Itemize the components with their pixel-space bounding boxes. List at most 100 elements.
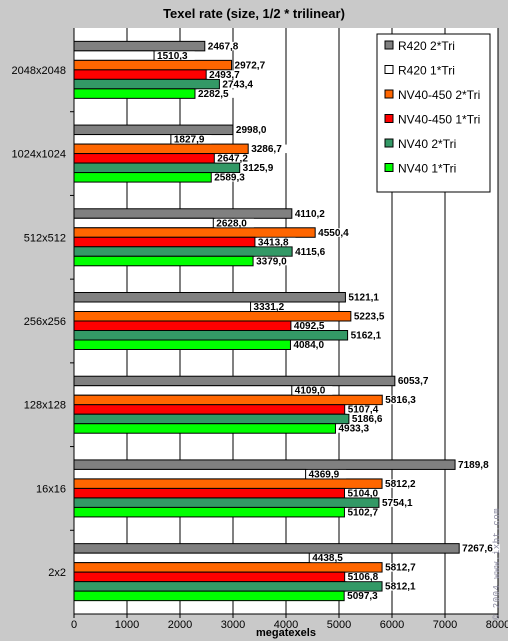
bar bbox=[73, 339, 291, 350]
data-label: 4933,3 bbox=[338, 424, 369, 435]
data-label-bg bbox=[352, 312, 392, 321]
data-label-bg bbox=[208, 70, 247, 79]
data-label: 4550,4 bbox=[318, 228, 349, 239]
data-label: 1827,9 bbox=[174, 135, 205, 146]
data-label-bg bbox=[384, 563, 423, 572]
data-label: 3125,9 bbox=[243, 163, 274, 174]
bar bbox=[73, 404, 346, 415]
data-label-bg bbox=[346, 405, 386, 414]
bar bbox=[73, 88, 196, 99]
bar bbox=[73, 552, 310, 564]
data-label-bg bbox=[457, 460, 496, 469]
data-label: 4115,6 bbox=[295, 247, 325, 258]
data-label-bg bbox=[256, 237, 296, 247]
data-label: 6053,7 bbox=[398, 376, 429, 387]
data-label-bg bbox=[346, 591, 385, 601]
bar bbox=[73, 497, 380, 508]
data-label: 4369,9 bbox=[309, 469, 340, 480]
data-label: 2972,7 bbox=[235, 60, 266, 71]
data-label: 5186,6 bbox=[352, 414, 383, 425]
data-label-bg bbox=[384, 395, 423, 405]
category-label: 2048x2048 bbox=[12, 65, 66, 77]
category-label: 2x2 bbox=[48, 567, 66, 579]
data-label: 3379,0 bbox=[256, 256, 287, 267]
x-tick-labels: 0 1000 2000 3000 4000 5000 6000 7000 8000 bbox=[71, 619, 508, 631]
bar bbox=[73, 78, 220, 90]
data-label: 5102,7 bbox=[347, 507, 378, 518]
x-tick-label: 8000 bbox=[486, 619, 508, 631]
data-label-bg bbox=[252, 302, 292, 311]
category-label: 16x16 bbox=[36, 483, 66, 495]
bar bbox=[73, 172, 212, 183]
bar bbox=[73, 69, 207, 80]
data-label: 2467,8 bbox=[208, 41, 239, 52]
bar bbox=[73, 153, 215, 164]
legend-swatch bbox=[384, 89, 394, 99]
bar bbox=[73, 59, 233, 71]
legend-swatch bbox=[384, 65, 394, 74]
bar bbox=[73, 506, 345, 518]
legend-label: NV40-450 2*Tri bbox=[398, 88, 480, 102]
data-label: 5121,1 bbox=[348, 293, 379, 304]
legend-swatch bbox=[384, 40, 394, 50]
watermark-text: © 2004 www.ixbt.com bbox=[492, 507, 502, 620]
x-tick-label: 6000 bbox=[380, 619, 404, 631]
legend: R420 2*Tri R420 1*Tri NV40-450 2*Tri NV40-4… bbox=[376, 33, 491, 193]
legend-label: NV40 2*Tri bbox=[398, 137, 456, 151]
bar bbox=[73, 311, 352, 322]
data-label: 5162,1 bbox=[351, 331, 382, 342]
data-label: 5097,3 bbox=[347, 591, 378, 602]
bar bbox=[73, 581, 383, 592]
data-label: 3331,2 bbox=[254, 302, 285, 313]
data-label: 2282,5 bbox=[198, 89, 229, 100]
data-label-bg bbox=[221, 79, 261, 89]
data-label: 5107,4 bbox=[348, 405, 379, 416]
data-label: 2998,0 bbox=[236, 125, 267, 136]
bar bbox=[73, 134, 172, 145]
x-tick-label: 1000 bbox=[115, 619, 139, 631]
chart-title: Texel rate (size, 1/2 * trilinear) bbox=[163, 6, 345, 21]
bar bbox=[73, 40, 206, 52]
bar bbox=[73, 217, 214, 229]
legend-swatch bbox=[384, 138, 394, 148]
legend-swatch bbox=[384, 114, 394, 123]
bar bbox=[73, 292, 346, 303]
data-label-bg bbox=[346, 507, 386, 517]
bar bbox=[73, 301, 252, 312]
x-tick-label: 0 bbox=[71, 619, 77, 631]
bar bbox=[73, 124, 234, 136]
bar bbox=[73, 320, 292, 331]
bar bbox=[73, 423, 336, 434]
bar bbox=[73, 459, 456, 470]
data-label-bg bbox=[250, 144, 289, 154]
data-label-bg bbox=[380, 498, 420, 507]
data-label-bg bbox=[307, 469, 347, 479]
x-tick-label: 5000 bbox=[327, 619, 351, 631]
data-label-bg bbox=[396, 376, 436, 386]
bar bbox=[73, 255, 254, 267]
data-label-bg bbox=[350, 414, 390, 424]
bar bbox=[73, 50, 155, 61]
data-label-bg bbox=[317, 228, 356, 237]
data-label-bg bbox=[293, 386, 333, 395]
bar bbox=[73, 543, 460, 554]
category-labels: 2048x2048 1024x1024 512x512 256x256 128x128 1… bbox=[12, 65, 74, 579]
data-label-bg bbox=[233, 60, 273, 70]
bar bbox=[73, 162, 241, 174]
bar bbox=[73, 375, 396, 387]
bar bbox=[73, 487, 346, 499]
data-label: 4110,2 bbox=[295, 209, 325, 220]
x-tick-label: 2000 bbox=[168, 619, 192, 631]
data-label-bg bbox=[294, 247, 333, 256]
data-label-bg bbox=[156, 51, 195, 60]
data-label-bg bbox=[215, 218, 254, 228]
data-label: 2493,7 bbox=[209, 70, 240, 81]
data-label-bg bbox=[461, 544, 500, 553]
bar bbox=[73, 236, 256, 248]
category-label: 256x256 bbox=[24, 316, 66, 328]
data-label-bg bbox=[293, 209, 333, 218]
data-label: 2589,3 bbox=[214, 173, 245, 184]
data-label: 3286,7 bbox=[251, 144, 282, 155]
bar bbox=[73, 143, 249, 155]
